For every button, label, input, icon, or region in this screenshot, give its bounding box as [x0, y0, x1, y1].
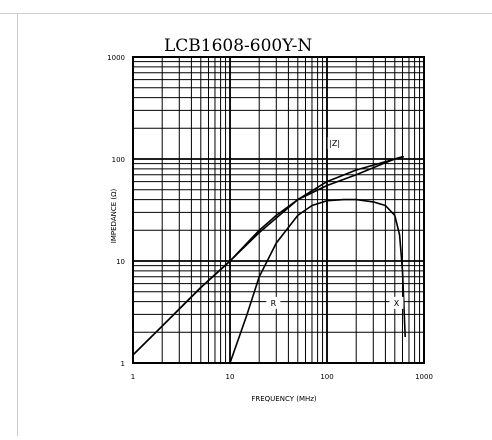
- plot-frame: [132, 56, 425, 364]
- impedance-chart: LCB1608-600Y-N 1 10 100 1000 1 10 100 1000 |Z| R…: [107, 36, 433, 403]
- left-frame-border: [17, 14, 18, 436]
- series-label: R: [271, 299, 277, 308]
- y-tick-label: 1000: [107, 54, 125, 62]
- series-line-x: [132, 156, 404, 356]
- series-label: X: [394, 299, 400, 308]
- chart-title: LCB1608-600Y-N: [164, 36, 312, 56]
- x-tick-label: 1000: [415, 373, 433, 381]
- series-label-background: [327, 137, 342, 150]
- x-tick-label: 10: [226, 373, 235, 381]
- y-axis-label: IMPEDANCE (Ω): [110, 189, 118, 244]
- x-tick-label: 100: [320, 373, 333, 381]
- series-label-background: [389, 296, 404, 309]
- series-line-r: [229, 198, 406, 364]
- series-labels: |Z| R X: [266, 137, 404, 309]
- y-tick-label: 10: [116, 258, 125, 266]
- chart-container: LCB1608-600Y-N 1 10 100 1000 1 10 100 1000 |Z| R…: [18, 14, 492, 436]
- grid: [132, 56, 425, 364]
- series-line-zzz: [132, 156, 403, 356]
- series: [132, 156, 406, 364]
- y-tick-label: 1: [121, 360, 125, 368]
- x-axis-label: FREQUENCY (MHz): [251, 395, 317, 403]
- tick-labels: 1 10 100 1000 1 10 100 1000: [107, 54, 433, 381]
- y-tick-label: 100: [112, 156, 125, 164]
- series-label: |Z|: [329, 139, 340, 148]
- series-label-background: [266, 296, 281, 309]
- top-frame-border: [0, 0, 492, 14]
- x-tick-label: 1: [131, 373, 135, 381]
